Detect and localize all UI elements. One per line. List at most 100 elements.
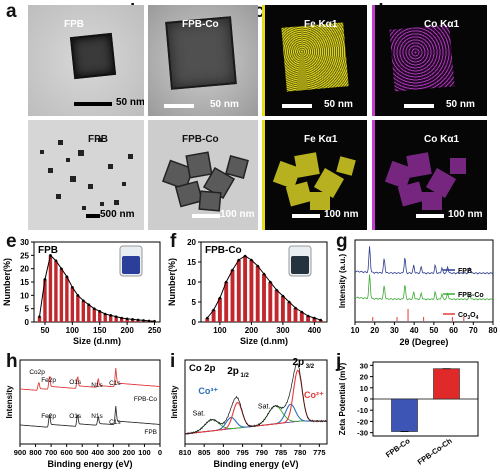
scale-bar-text: 500 nm <box>100 209 135 220</box>
panel-label-g: g <box>336 231 348 252</box>
scale-bar-text: 100 nm <box>220 209 255 220</box>
chart-title: Co 2p <box>189 363 216 374</box>
legend-label: FPB-Co <box>134 396 158 403</box>
fit-point <box>269 280 272 284</box>
y-tick-label: 30 <box>360 361 368 370</box>
legend-label: FPB <box>144 429 157 436</box>
eds-map-co-cluster: Co Kα1 100 nm <box>372 120 487 230</box>
scale-bar-text: 50 nm <box>324 99 353 110</box>
satellite-label: Sat. <box>258 403 271 410</box>
particle-field <box>40 138 133 210</box>
satellite-label: Sat. <box>193 411 206 418</box>
x-tick-label: 785 <box>275 448 288 457</box>
scale-bar <box>86 214 100 218</box>
x-tick-label: 80 <box>489 326 498 335</box>
fit-point <box>256 264 259 268</box>
chart-title: FPB <box>38 245 58 256</box>
scale-bar-text: 100 nm <box>324 209 359 220</box>
fit-point <box>131 318 134 321</box>
panel-label-c: c <box>254 1 265 22</box>
y-tick-label: 30 <box>20 238 29 247</box>
fit-point <box>212 308 215 312</box>
y-tick-label: 15 <box>20 278 29 287</box>
image-label: FPB <box>88 134 108 145</box>
y-tick-label: 0 <box>192 318 197 327</box>
histogram-bar <box>230 270 235 322</box>
x-tick-label: 810 <box>179 448 192 457</box>
image-label: Fe Kα1 <box>304 19 338 30</box>
histogram-bar <box>114 316 118 322</box>
scale-bar-text: 50 nm <box>210 99 239 110</box>
peak-label: N1s <box>91 382 103 389</box>
x-axis-label: Size (d.nm) <box>240 336 288 346</box>
histogram-bar <box>92 308 96 322</box>
y-tick-label: -10 <box>357 406 368 415</box>
fit-point <box>243 254 247 258</box>
x-tick-label: 10 <box>351 326 360 335</box>
plot-frame <box>19 359 161 445</box>
peak-label-2p12: 2p 1/2 <box>227 366 249 379</box>
y-tick-label: 0 <box>25 318 30 327</box>
zeta-bar <box>433 368 460 400</box>
fit-point <box>237 258 241 262</box>
fit-point <box>231 268 234 272</box>
panel-label-i: i <box>170 351 176 372</box>
fit-point <box>300 310 304 314</box>
peak-label: Co2p <box>29 369 45 376</box>
peak-label: N1s <box>91 413 103 420</box>
fit-point <box>87 303 91 306</box>
fit-point <box>287 300 291 304</box>
scale-bar <box>164 104 194 108</box>
x-tick-label: 40 <box>410 326 419 335</box>
fit-point <box>313 316 316 320</box>
peak-label: O1s <box>69 379 82 386</box>
image-label: FPB-Co <box>182 134 219 145</box>
histogram-bar <box>262 274 266 322</box>
fit-point <box>92 307 96 310</box>
histogram-bar <box>280 296 285 322</box>
image-label: Fe Kα1 <box>304 134 338 145</box>
y-axis-label: Intensity (a.u.) <box>338 254 347 309</box>
histogram-bar <box>224 282 229 322</box>
scale-bar <box>292 214 320 218</box>
x-tick-label: 250 <box>148 326 162 335</box>
histogram-bar <box>87 304 91 322</box>
histogram-bar <box>255 266 260 322</box>
y-tick-label: 10 <box>360 384 368 393</box>
fe-map-cluster <box>272 152 356 210</box>
fit-point <box>136 318 140 322</box>
x-tick-label: 800 <box>29 448 42 457</box>
x-tick-label: 50 <box>429 326 438 335</box>
fit-point <box>125 317 129 321</box>
image-label: FPB <box>64 19 84 30</box>
tem-image-fpb: FPB 50 nm <box>28 5 144 116</box>
co3-label: Co³⁺ <box>198 386 218 396</box>
series-fpb <box>354 246 494 275</box>
histogram-bar <box>54 260 58 322</box>
plot-frame <box>184 359 328 445</box>
x-tick-label: 150 <box>93 326 107 335</box>
tem-image-fpb-co-cluster: FPB-Co 100 nm <box>148 120 258 230</box>
vial-liquid <box>291 256 309 274</box>
x-tick-label: 0 <box>158 448 162 457</box>
y-tick-label: 5 <box>25 305 30 314</box>
histogram-bar <box>312 318 317 322</box>
histogram-bar <box>287 302 292 322</box>
y-tick-label: -20 <box>357 417 368 426</box>
co-map-cube <box>389 24 455 92</box>
y-axis-label: Number(%) <box>167 258 177 306</box>
histogram-bar <box>59 268 64 322</box>
x-axis-label: Size (d.nm) <box>73 336 121 346</box>
chart-e-size-distribution-fpb: 50 100 150 200 250 0 5 10 15 20 25 30 Size (d.nm) Num… <box>2 238 162 346</box>
peak-label: Fe2p <box>41 377 56 384</box>
panel-label-h: h <box>6 351 18 372</box>
panel-label-a: a <box>6 1 17 22</box>
fit-point <box>306 314 310 318</box>
image-label: Co Kα1 <box>424 19 460 30</box>
y-tick-label: 20 <box>187 238 196 247</box>
co2-fit <box>184 369 327 435</box>
eds-map-co: Co Kα1 50 nm <box>372 5 487 116</box>
fit-point <box>65 275 69 278</box>
fit-curve <box>38 254 155 322</box>
